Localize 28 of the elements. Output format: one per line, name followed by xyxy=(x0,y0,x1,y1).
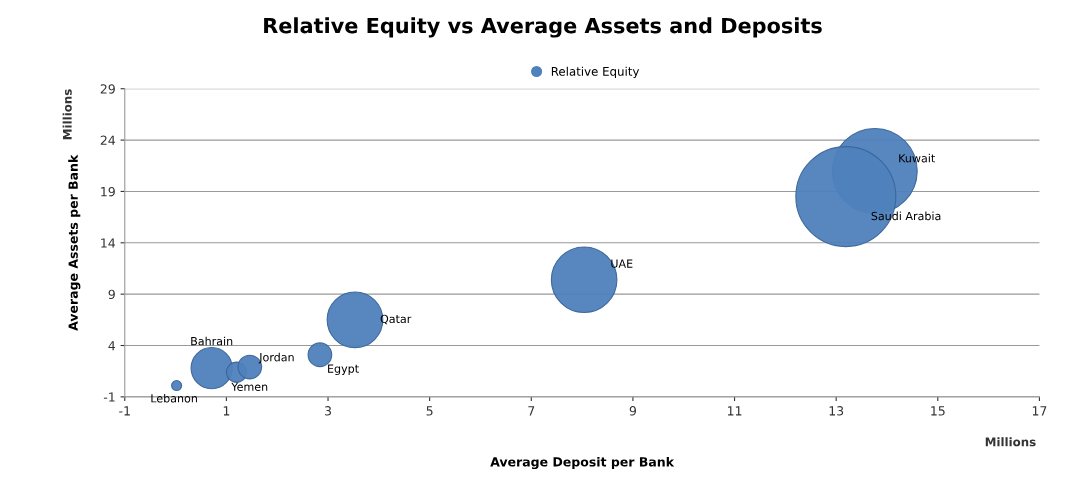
x-tick-label: 17 xyxy=(1032,406,1047,416)
x-tick-label: 3 xyxy=(325,406,332,416)
x-tick-label: 5 xyxy=(426,406,433,416)
y-tick-label: 9 xyxy=(108,289,115,300)
y-tick-label: 29 xyxy=(100,84,115,94)
chart-title: Relative Equity vs Average Assets and Deposits xyxy=(264,17,822,38)
text: Millions xyxy=(62,89,72,140)
x-tick-label: 13 xyxy=(829,406,844,416)
y-tick-label: 19 xyxy=(101,186,115,197)
y-tick-label: -1 xyxy=(103,392,115,402)
text: Millions xyxy=(985,437,1036,447)
x-tick-label: 11 xyxy=(727,406,742,416)
x-tick-label: 15 xyxy=(931,406,945,416)
y-tick-label: 24 xyxy=(100,135,116,145)
annotation: Jordan xyxy=(258,352,294,364)
annotation: Lebanon xyxy=(151,393,197,403)
y-tick-label: 4 xyxy=(108,341,116,351)
annotation: Yemen xyxy=(231,382,268,391)
x-tick-label: 7 xyxy=(528,406,535,416)
x-axis-title: Average Deposit per Bank xyxy=(490,456,675,470)
x-tick-label: 1 xyxy=(223,406,230,416)
y-tick-label: 14 xyxy=(101,238,116,248)
legend-label: Relative Equity xyxy=(551,66,640,79)
x-tick-label: 9 xyxy=(629,406,637,416)
annotation: Egypt xyxy=(328,364,359,375)
y-axis-title: Average Assets per Bank xyxy=(68,154,81,331)
x-tick-label: -1 xyxy=(119,406,130,416)
annotation: Bahrain xyxy=(191,336,233,346)
